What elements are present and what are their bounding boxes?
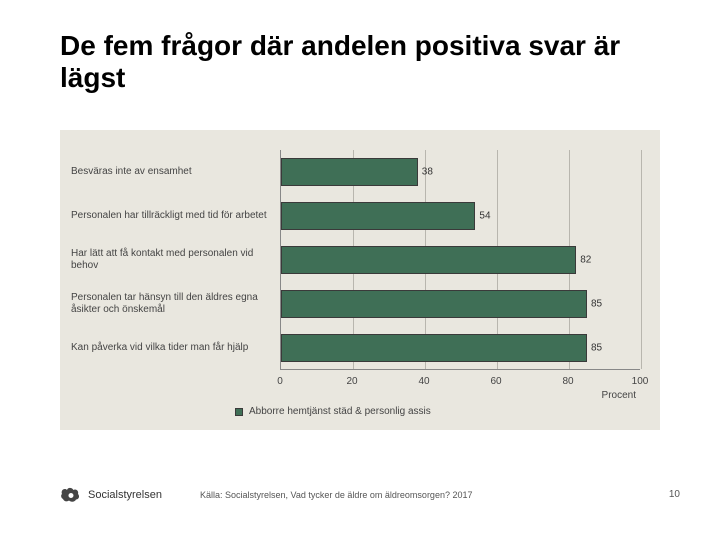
chart-xtick: 80 bbox=[562, 376, 573, 387]
chart-xtick: 0 bbox=[277, 376, 283, 387]
source-text: Källa: Socialstyrelsen, Vad tycker de äl… bbox=[200, 490, 472, 500]
chart-xunit: Procent bbox=[602, 390, 636, 401]
chart-row: Personalen tar hänsyn till den äldres eg… bbox=[281, 282, 640, 326]
brand-text: Socialstyrelsen bbox=[88, 489, 162, 501]
chart-bar-value: 82 bbox=[580, 255, 591, 266]
chart-row: Kan påverka vid vilka tider man får hjäl… bbox=[281, 326, 640, 370]
revenue-chart: Besväras inte av ensamhet38Personalen ha… bbox=[60, 130, 660, 430]
chart-xtick: 40 bbox=[418, 376, 429, 387]
chart-row: Personalen har tillräckligt med tid för … bbox=[281, 194, 640, 238]
slide: De fem frågor där andelen positiva svar … bbox=[0, 0, 720, 540]
chart-bar bbox=[281, 334, 587, 362]
chart-row-label: Kan påverka vid vilka tider man får hjäl… bbox=[71, 342, 271, 354]
chart-bar bbox=[281, 246, 576, 274]
chart-bar-value: 85 bbox=[591, 343, 602, 354]
chart-row-label: Personalen tar hänsyn till den äldres eg… bbox=[71, 292, 271, 316]
page-number: 10 bbox=[669, 489, 680, 500]
chart-row: Besväras inte av ensamhet38 bbox=[281, 150, 640, 194]
chart-xtick: 100 bbox=[632, 376, 649, 387]
chart-row-label: Har lätt att få kontakt med personalen v… bbox=[71, 248, 271, 272]
chart-legend: Abborre hemtjänst städ & personlig assis bbox=[235, 406, 431, 417]
brand-logo-icon bbox=[60, 486, 82, 504]
chart-xaxis: 020406080100 bbox=[280, 370, 640, 390]
page-title: De fem frågor där andelen positiva svar … bbox=[60, 30, 650, 94]
footer: Socialstyrelsen Källa: Socialstyrelsen, … bbox=[60, 470, 680, 500]
chart-bar bbox=[281, 158, 418, 186]
chart-bar-value: 38 bbox=[422, 167, 433, 178]
chart-bar bbox=[281, 290, 587, 318]
chart-xtick: 20 bbox=[346, 376, 357, 387]
chart-row-label: Besväras inte av ensamhet bbox=[71, 166, 271, 178]
chart-bar bbox=[281, 202, 475, 230]
legend-swatch bbox=[235, 408, 243, 416]
chart-bar-value: 85 bbox=[591, 299, 602, 310]
legend-label: Abborre hemtjänst städ & personlig assis bbox=[249, 406, 431, 417]
chart-xtick: 60 bbox=[490, 376, 501, 387]
chart-row: Har lätt att få kontakt med personalen v… bbox=[281, 238, 640, 282]
chart-bar-value: 54 bbox=[479, 211, 490, 222]
chart-plot: Besväras inte av ensamhet38Personalen ha… bbox=[280, 150, 640, 370]
brand: Socialstyrelsen bbox=[60, 486, 162, 504]
chart-row-label: Personalen har tillräckligt med tid för … bbox=[71, 210, 271, 222]
chart-gridline bbox=[641, 150, 642, 369]
